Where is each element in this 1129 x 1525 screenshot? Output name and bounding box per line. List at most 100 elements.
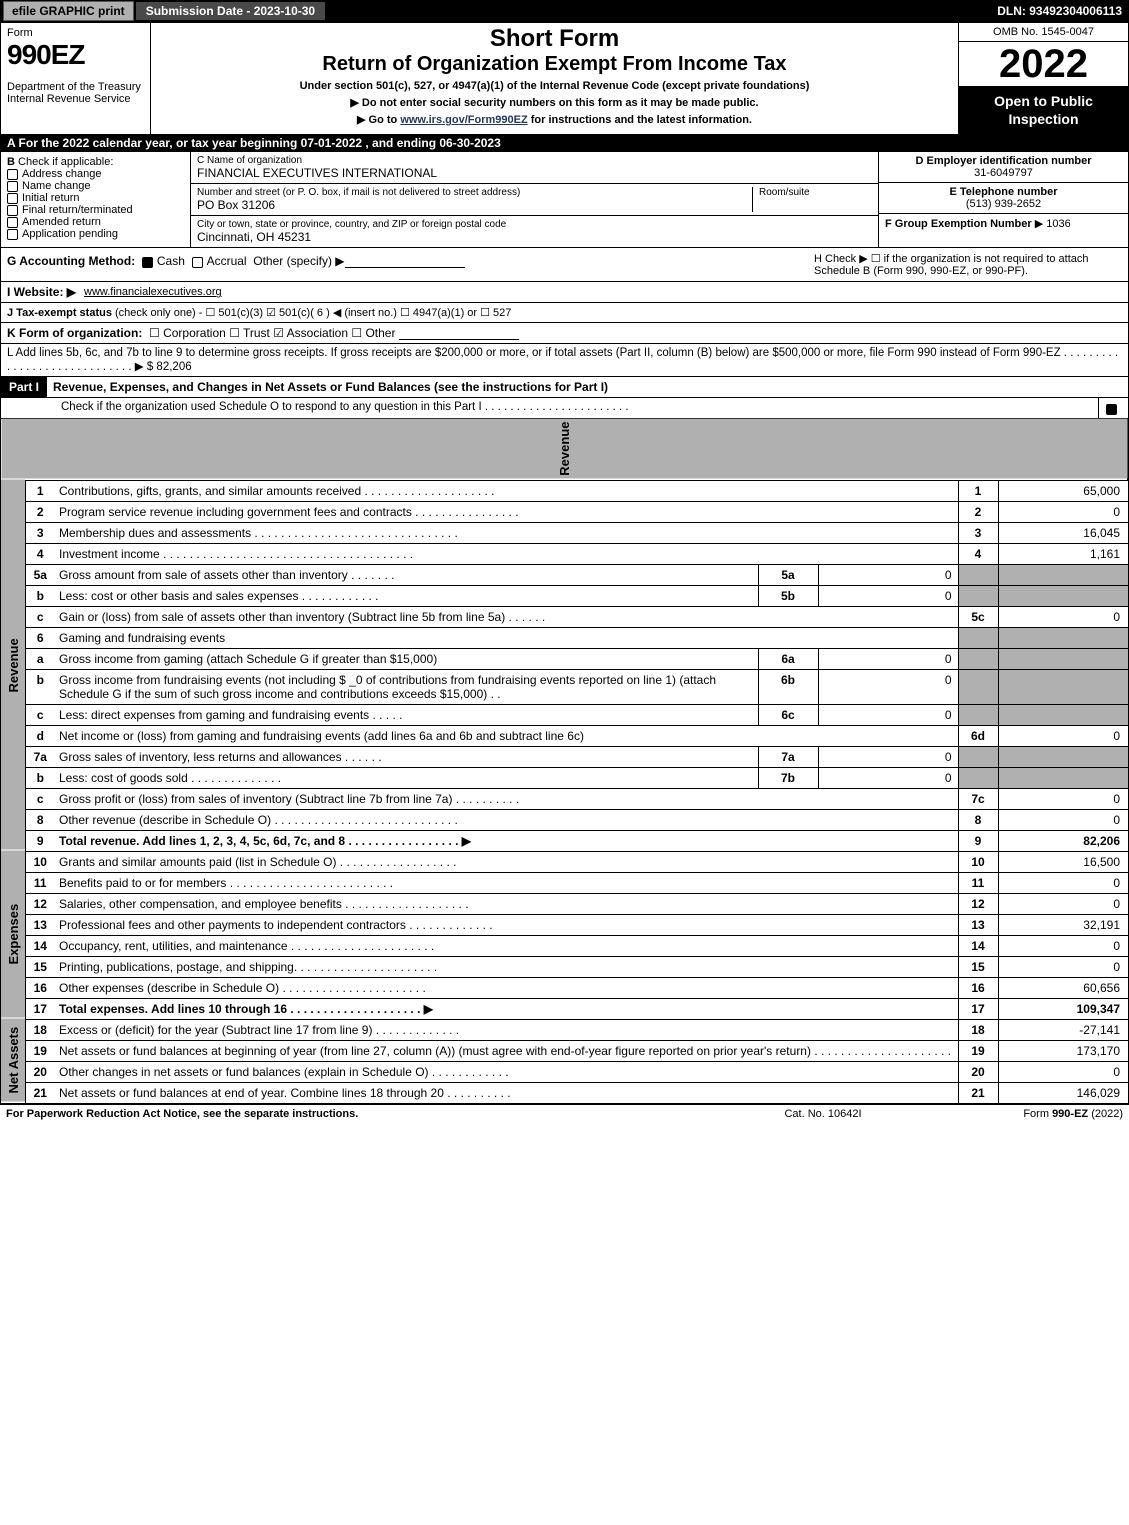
subline-label: 7a xyxy=(758,746,818,767)
line-num: 18 xyxy=(25,1019,55,1040)
part-i-label: Part I xyxy=(1,377,47,397)
part-i-checkbox-cell xyxy=(1098,398,1128,418)
expense-rows: Expenses10Grants and similar amounts pai… xyxy=(1,851,1128,1019)
line-desc: Professional fees and other payments to … xyxy=(55,914,958,935)
line-num: c xyxy=(25,788,55,809)
checkbox-cash[interactable] xyxy=(142,257,153,268)
checkbox-initial-return[interactable] xyxy=(7,193,18,204)
line-amount: 0 xyxy=(998,935,1128,956)
street-address: PO Box 31206 xyxy=(197,198,752,212)
line-ref: 16 xyxy=(958,977,998,998)
side-label: Expenses xyxy=(1,851,25,1019)
goto-prefix: ▶ Go to xyxy=(357,114,400,126)
line-num: c xyxy=(25,606,55,627)
line-num: 8 xyxy=(25,809,55,830)
room-suite-label: Room/suite xyxy=(759,187,872,198)
label-name-change: Name change xyxy=(22,180,91,192)
efile-print-button[interactable]: efile GRAPHIC print xyxy=(3,1,134,21)
part-i-title: Revenue, Expenses, and Changes in Net As… xyxy=(47,377,1128,397)
subtitle-section: Under section 501(c), 527, or 4947(a)(1)… xyxy=(157,80,952,92)
line-ref-grey xyxy=(958,627,998,648)
checkbox-accrual[interactable] xyxy=(192,257,203,268)
label-other-specify: Other (specify) ▶ xyxy=(253,254,344,268)
line-desc: Gross income from gaming (attach Schedul… xyxy=(55,648,758,669)
line-desc: Grants and similar amounts paid (list in… xyxy=(55,851,958,872)
row-g-h: G Accounting Method: Cash Accrual Other … xyxy=(1,247,1128,281)
line-ref: 11 xyxy=(958,872,998,893)
line-ref: 7c xyxy=(958,788,998,809)
checkbox-final-return[interactable] xyxy=(7,205,18,216)
checkbox-name-change[interactable] xyxy=(7,181,18,192)
phone-label: E Telephone number xyxy=(950,186,1058,198)
line-num: 15 xyxy=(25,956,55,977)
line-ref-grey xyxy=(958,585,998,606)
line-num: 21 xyxy=(25,1082,55,1103)
line-ref: 10 xyxy=(958,851,998,872)
line-ref: 15 xyxy=(958,956,998,977)
amount-grey xyxy=(998,564,1128,585)
subline-label: 6c xyxy=(758,704,818,725)
irs-link[interactable]: www.irs.gov/Form990EZ xyxy=(400,114,527,126)
line-ref: 8 xyxy=(958,809,998,830)
line-desc: Less: cost or other basis and sales expe… xyxy=(55,585,758,606)
subtitle-goto: ▶ Go to www.irs.gov/Form990EZ for instru… xyxy=(157,113,952,126)
amount-grey xyxy=(998,669,1128,704)
line-num: 5a xyxy=(25,564,55,585)
form-org-options: ☐ Corporation ☐ Trust ☑ Association ☐ Ot… xyxy=(149,326,395,340)
line-amount: 65,000 xyxy=(998,480,1128,501)
line-ref: 21 xyxy=(958,1082,998,1103)
line-amount: 0 xyxy=(998,872,1128,893)
line-desc: Total revenue. Add lines 1, 2, 3, 4, 5c,… xyxy=(55,830,958,851)
part-i-header: Part I Revenue, Expenses, and Changes in… xyxy=(1,376,1128,397)
checkbox-application-pending[interactable] xyxy=(7,229,18,240)
footer-form-ref: Form 990-EZ (2022) xyxy=(923,1108,1123,1120)
line-desc: Benefits paid to or for members . . . . … xyxy=(55,872,958,893)
subline-label: 5b xyxy=(758,585,818,606)
line-desc: Investment income . . . . . . . . . . . … xyxy=(55,543,958,564)
line-num: 10 xyxy=(25,851,55,872)
form-org-other-input[interactable] xyxy=(399,326,519,340)
website-link[interactable]: www.financialexecutives.org xyxy=(84,286,222,298)
checkbox-address-change[interactable] xyxy=(7,169,18,180)
subline-value: 0 xyxy=(818,585,958,606)
subline-label: 5a xyxy=(758,564,818,585)
section-b: B Check if applicable: Address change Na… xyxy=(1,152,191,247)
line-ref: 19 xyxy=(958,1040,998,1061)
line-desc: Other changes in net assets or fund bala… xyxy=(55,1061,958,1082)
line-ref-grey xyxy=(958,669,998,704)
line-amount: 146,029 xyxy=(998,1082,1128,1103)
line-num: b xyxy=(25,669,55,704)
submission-date: Submission Date - 2023-10-30 xyxy=(136,2,325,20)
city-label: City or town, state or province, country… xyxy=(197,219,872,230)
line-ref-grey xyxy=(958,564,998,585)
line-amount: 16,500 xyxy=(998,851,1128,872)
line-ref: 4 xyxy=(958,543,998,564)
line-ref: 2 xyxy=(958,501,998,522)
website-label: I Website: ▶ xyxy=(7,285,76,299)
subline-label: 6b xyxy=(758,669,818,704)
line-ref: 3 xyxy=(958,522,998,543)
line-desc: Total expenses. Add lines 10 through 16 … xyxy=(55,998,958,1019)
line-ref: 6d xyxy=(958,725,998,746)
amount-grey xyxy=(998,746,1128,767)
line-amount: 0 xyxy=(998,893,1128,914)
line-amount: 60,656 xyxy=(998,977,1128,998)
line-num: b xyxy=(25,585,55,606)
line-ref-grey xyxy=(958,648,998,669)
ein-label: D Employer identification number xyxy=(915,155,1091,167)
form-org-label: K Form of organization: xyxy=(7,326,142,340)
line-num: a xyxy=(25,648,55,669)
amount-grey xyxy=(998,585,1128,606)
checkbox-schedule-o[interactable] xyxy=(1106,404,1117,415)
line-ref: 14 xyxy=(958,935,998,956)
subtitle-ssn: ▶ Do not enter social security numbers o… xyxy=(157,96,952,109)
part-i-check-text: Check if the organization used Schedule … xyxy=(1,398,1098,418)
other-input[interactable] xyxy=(345,254,465,268)
line-desc: Net income or (loss) from gaming and fun… xyxy=(55,725,958,746)
form-label: Form xyxy=(7,27,144,39)
line-desc: Occupancy, rent, utilities, and maintena… xyxy=(55,935,958,956)
accounting-method-label: G Accounting Method: xyxy=(7,254,135,268)
section-h: H Check ▶ ☐ if the organization is not r… xyxy=(808,248,1128,281)
checkbox-amended-return[interactable] xyxy=(7,217,18,228)
form-header: Form 990EZ Department of the Treasury In… xyxy=(1,23,1128,134)
